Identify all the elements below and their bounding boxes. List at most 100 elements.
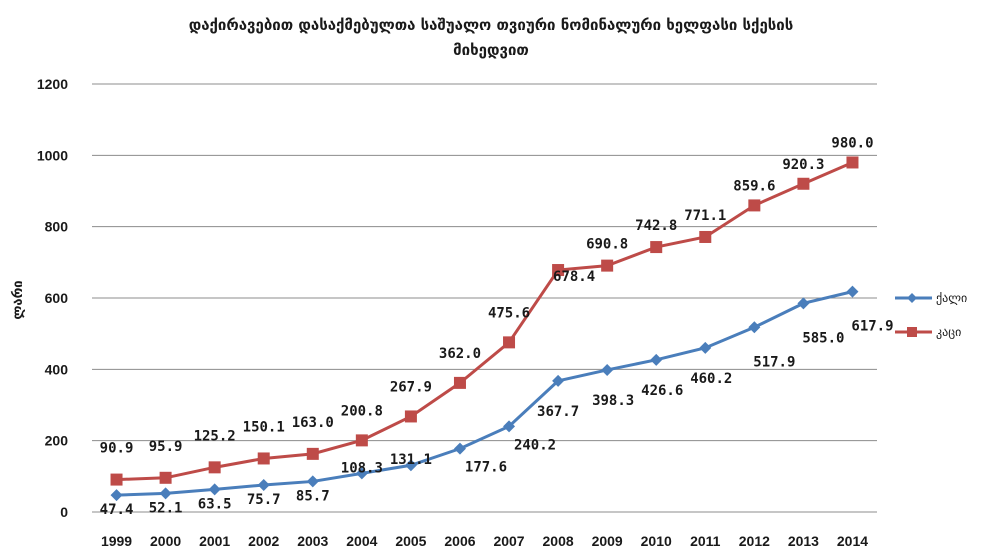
data-point-marker	[306, 475, 319, 488]
data-label: 690.8	[586, 237, 628, 253]
data-point-marker	[503, 420, 516, 433]
data-point-marker	[699, 230, 712, 243]
data-label: 163.0	[292, 415, 334, 431]
data-point-marker	[110, 473, 123, 486]
data-label: 125.2	[194, 428, 236, 444]
data-point-marker	[601, 363, 614, 376]
chart-title: დაქირავებით დასაქმებულთა საშუალო თვიური …	[189, 16, 794, 59]
data-label: 426.6	[641, 383, 683, 399]
data-point-marker	[208, 483, 221, 496]
series-line	[116, 290, 853, 497]
x-tick-label: 2000	[150, 533, 181, 549]
series-women	[110, 285, 859, 502]
x-tick-label: 2005	[395, 533, 426, 549]
data-label: 460.2	[690, 371, 732, 387]
data-point-marker	[257, 452, 270, 465]
data-point-marker	[650, 241, 663, 254]
x-tick-label: 2011	[690, 533, 721, 549]
x-tick-label: 2007	[493, 533, 524, 549]
data-point-marker	[503, 336, 516, 349]
data-label: 771.1	[684, 208, 726, 224]
data-point-marker	[453, 442, 466, 455]
legend: ქალი კაცი	[895, 291, 967, 339]
data-label: 475.6	[488, 305, 530, 321]
data-label: 52.1	[149, 500, 183, 516]
data-label: 920.3	[782, 157, 824, 173]
legend-label: კაცი	[936, 325, 961, 339]
data-point-marker	[552, 264, 565, 277]
data-label: 367.7	[537, 404, 579, 420]
data-label: 240.2	[514, 437, 556, 453]
data-point-marker	[797, 177, 810, 190]
data-label: 75.7	[247, 492, 281, 508]
data-point-marker	[159, 471, 172, 484]
y-tick-label: 800	[45, 219, 69, 235]
data-label: 200.8	[341, 403, 383, 419]
data-point-marker	[355, 434, 368, 447]
data-label: 150.1	[243, 419, 285, 435]
data-point-marker	[601, 259, 614, 272]
x-tick-label: 2012	[739, 533, 770, 549]
data-point-marker	[110, 489, 123, 502]
x-tick-label: 2010	[641, 533, 672, 549]
y-axis-title: ლარი	[11, 280, 26, 319]
data-label: 517.9	[753, 354, 795, 370]
y-tick-label: 600	[45, 290, 69, 306]
data-point-marker	[846, 156, 859, 169]
data-label: 85.7	[296, 488, 330, 504]
y-tick-label: 0	[60, 504, 68, 520]
data-label: 678.4	[553, 269, 595, 285]
data-label: 108.3	[341, 460, 383, 476]
y-tick-label: 1000	[37, 147, 68, 163]
data-point-marker	[159, 487, 172, 500]
data-point-marker	[552, 374, 565, 387]
gridlines	[92, 83, 877, 513]
data-label: 362.0	[439, 346, 481, 362]
x-tick-label: 2014	[837, 533, 868, 549]
series-layer	[110, 156, 859, 502]
data-label: 617.9	[851, 319, 893, 335]
data-label: 859.6	[733, 178, 775, 194]
data-label: 585.0	[802, 330, 844, 346]
data-point-marker	[699, 341, 712, 354]
x-tick-label: 2001	[199, 533, 230, 549]
data-point-marker	[404, 459, 417, 472]
legend-item: ქალი	[895, 291, 967, 305]
y-tick-label: 1200	[37, 76, 68, 92]
x-tick-label: 2006	[444, 533, 475, 549]
series-men	[110, 156, 859, 486]
data-point-marker	[208, 461, 221, 474]
data-label: 742.8	[635, 218, 677, 234]
chart-title-line-2: მიხედვით	[453, 41, 529, 59]
data-label: 131.1	[390, 452, 432, 468]
y-tick-label: 400	[45, 361, 69, 377]
data-point-marker	[748, 199, 761, 212]
data-point-marker	[306, 447, 319, 460]
data-label: 47.4	[100, 502, 134, 518]
data-point-marker	[797, 297, 810, 310]
x-tick-label: 2004	[346, 533, 377, 549]
x-tick-label: 2009	[592, 533, 623, 549]
data-label: 95.9	[149, 439, 183, 455]
data-point-marker	[355, 467, 368, 480]
x-tick-label: 2003	[297, 533, 328, 549]
data-label: 267.9	[390, 379, 432, 395]
x-tick-label: 2013	[788, 533, 819, 549]
legend-label: ქალი	[936, 291, 967, 305]
legend-marker	[907, 293, 917, 303]
data-point-marker	[846, 285, 859, 298]
data-point-marker	[748, 321, 761, 334]
legend-marker	[907, 327, 917, 337]
x-tick-label: 2002	[248, 533, 279, 549]
x-tick-label: 2008	[543, 533, 574, 549]
y-axis-ticks: 0 200 400 600 800 1000 1200	[37, 76, 68, 520]
data-label: 177.6	[465, 460, 507, 476]
series-line	[116, 161, 854, 482]
data-labels: 47.4 52.1 63.5 75.7 85.7 108.3 131.1 177.6 240.2…	[100, 135, 894, 518]
chart-title-line-1: დაქირავებით დასაქმებულთა საშუალო თვიური …	[189, 16, 794, 34]
data-point-marker	[453, 376, 466, 389]
x-tick-label: 1999	[101, 533, 132, 549]
data-label: 63.5	[198, 496, 232, 512]
legend-item: კაცი	[895, 325, 961, 339]
